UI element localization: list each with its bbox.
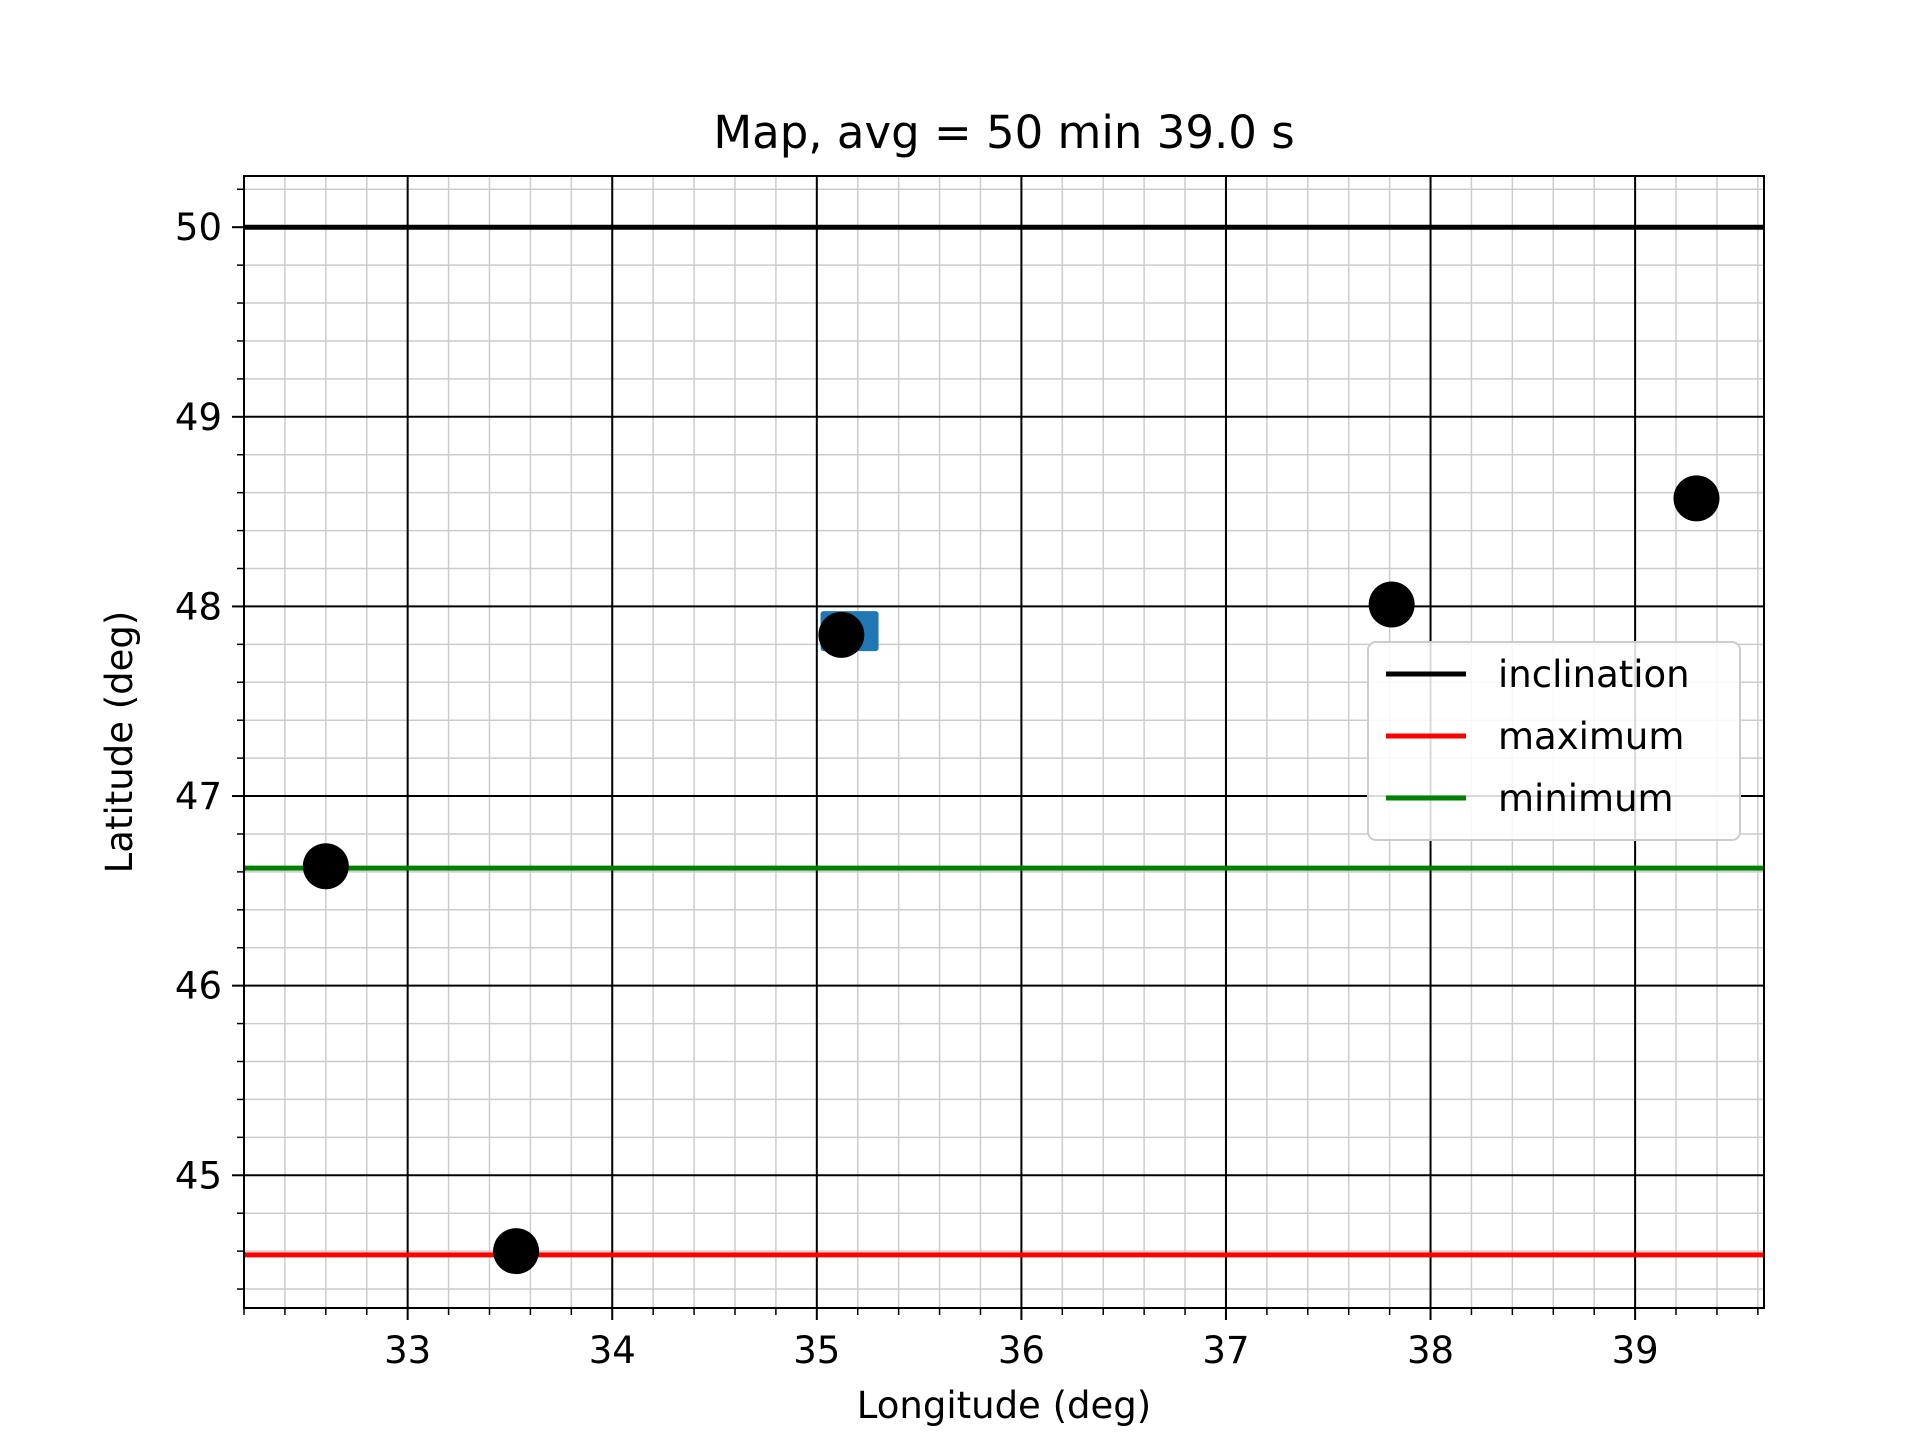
x-tick-label: 34 bbox=[589, 1329, 636, 1372]
x-tick-label: 37 bbox=[1202, 1329, 1249, 1372]
y-tick-label: 47 bbox=[175, 775, 222, 818]
legend-label-minimum: minimum bbox=[1498, 777, 1674, 820]
x-tick-label: 39 bbox=[1612, 1329, 1659, 1372]
y-tick-label: 49 bbox=[175, 396, 222, 439]
legend: inclination maximum minimum bbox=[1367, 641, 1741, 841]
data-markers bbox=[302, 475, 1720, 1275]
x-axis-label: Longitude (deg) bbox=[857, 1384, 1151, 1427]
legend-label-inclination: inclination bbox=[1498, 653, 1690, 696]
data-point bbox=[818, 611, 865, 658]
x-tick-label: 36 bbox=[998, 1329, 1045, 1372]
y-tick-label: 50 bbox=[175, 206, 222, 249]
legend-label-maximum: maximum bbox=[1498, 715, 1684, 758]
x-tick-label: 38 bbox=[1407, 1329, 1454, 1372]
data-point bbox=[1673, 475, 1720, 522]
x-tick-label: 35 bbox=[793, 1329, 840, 1372]
data-point bbox=[302, 843, 349, 890]
y-tick-label: 46 bbox=[175, 965, 222, 1008]
data-point bbox=[1368, 581, 1415, 628]
y-axis-label: Latitude (deg) bbox=[98, 611, 141, 874]
legend-box bbox=[1367, 641, 1741, 841]
y-tick-label: 45 bbox=[175, 1154, 222, 1197]
plot-frame bbox=[243, 175, 1765, 1309]
data-point bbox=[493, 1228, 540, 1275]
x-tick-label: 33 bbox=[384, 1329, 431, 1372]
axis-ticks: 33 34 35 36 37 38 39 45 46 47 48 49 50 bbox=[175, 188, 1759, 1372]
y-tick-label: 48 bbox=[175, 585, 222, 628]
chart-title: Map, avg = 50 min 39.0 s bbox=[713, 106, 1294, 159]
